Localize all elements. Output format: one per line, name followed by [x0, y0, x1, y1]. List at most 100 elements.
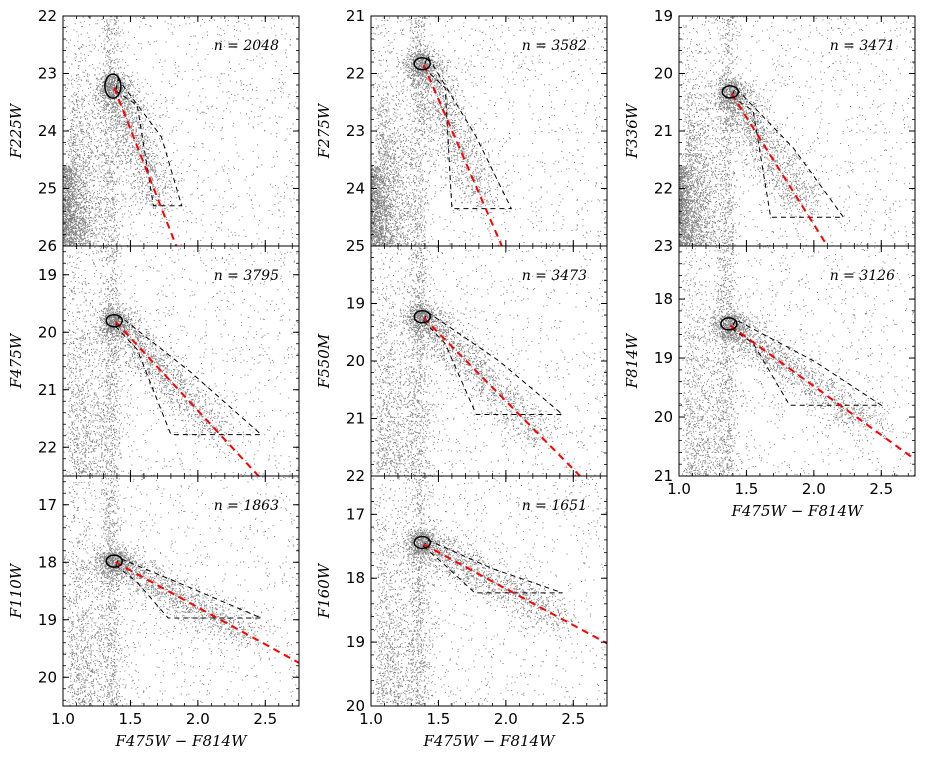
- y-tick-label: 23: [38, 65, 57, 83]
- x-tick-label: 2.0: [494, 710, 518, 728]
- red-clump-ellipse: [721, 85, 739, 99]
- y-tick-label: 22: [346, 65, 365, 83]
- axes-frame: [62, 475, 300, 707]
- y-axis-label: F160W: [315, 562, 333, 619]
- panel-f550m: 19 20 21 22 F550M n = 3473: [315, 245, 608, 485]
- red-clump-ellipse: [413, 56, 431, 71]
- x-tick-label: 1.0: [359, 710, 383, 728]
- plot-area: [63, 16, 299, 246]
- y-tick-label: 20: [654, 408, 673, 426]
- y-tick-label: 24: [346, 180, 365, 198]
- y-tick-label: 19: [654, 349, 673, 367]
- star-points: [371, 476, 607, 706]
- count-label: n = 3582: [522, 38, 587, 54]
- x-tick-label: 2.5: [869, 480, 893, 498]
- y-tick-label: 22: [38, 438, 57, 456]
- plot-area: [63, 476, 299, 706]
- panel-f475w: 19 20 21 22 F475W n = 3795: [7, 245, 300, 477]
- y-tick-label: 20: [346, 352, 365, 370]
- y-tick-label: 23: [346, 122, 365, 140]
- panel-f275w: 21 22 23 24 25 F275W n = 3582: [315, 7, 608, 255]
- axes-frame: [678, 245, 916, 477]
- y-tick-label: 26: [38, 237, 57, 255]
- y-axis-label: F275W: [315, 102, 333, 159]
- panel-f225w: 22 23 24 25 26 F225W n = 2048: [7, 7, 300, 255]
- fit-line: [422, 317, 581, 476]
- x-tick-label: 1.5: [118, 710, 142, 728]
- count-label: n = 3471: [830, 38, 895, 54]
- selection-box: [115, 78, 183, 207]
- x-tick-label: 1.0: [667, 480, 691, 498]
- y-tick-label: 19: [346, 633, 365, 651]
- y-tick-label: 21: [654, 467, 673, 485]
- y-tick-label: 18: [346, 569, 365, 587]
- y-tick-label: 20: [346, 697, 365, 715]
- y-axis-label: F550M: [315, 333, 333, 389]
- y-tick-label: 24: [38, 122, 57, 140]
- panel-f110w: 17 18 19 20 1.0 1.5 2.0 2.5 F110W F475W − F814W n …: [7, 475, 300, 750]
- x-tick-label: 1.5: [734, 480, 758, 498]
- plot-area: [371, 16, 607, 246]
- y-tick-label: 18: [38, 553, 57, 571]
- red-clump-ellipse: [720, 317, 738, 331]
- panel-f160w: 17 18 19 201.0 1.5 2.0 2.5 F160W F475W − F814W n …: [315, 475, 608, 750]
- y-tick-label: 22: [654, 180, 673, 198]
- y-tick-label: 20: [38, 668, 57, 686]
- y-tick-label: 20: [38, 323, 57, 341]
- y-tick-label: 21: [38, 381, 57, 399]
- selection-box: [730, 319, 883, 406]
- red-clump-ellipse: [105, 554, 123, 568]
- fit-line: [114, 321, 260, 476]
- y-axis-label: F475W: [7, 332, 25, 389]
- plot-area: [679, 16, 915, 246]
- y-tick-label: 22: [38, 7, 57, 25]
- x-axis-label: F475W − F814W: [422, 732, 556, 750]
- selection-box: [423, 311, 564, 415]
- selection-box: [114, 557, 262, 619]
- panel-f814w: 18 19 20 211.0 1.5 2.0 2.5 F814W F475W − F814W n …: [623, 245, 916, 520]
- selection-box: [422, 539, 563, 594]
- y-tick-label: 17: [38, 496, 57, 514]
- star-points: [63, 476, 299, 706]
- y-tick-label: 19: [38, 611, 57, 629]
- y-tick-label: 19: [346, 295, 365, 313]
- count-label: n = 1863: [214, 498, 279, 514]
- fit-line: [729, 324, 915, 461]
- y-axis-label: F110W: [7, 562, 25, 619]
- y-tick-label: 21: [346, 7, 365, 25]
- star-points: [371, 16, 607, 246]
- panel-f336w: 19 20 21 22 23 F336W n = 3471: [623, 7, 916, 255]
- fit-line: [115, 561, 299, 664]
- selection-box: [423, 55, 513, 210]
- y-tick-label: 23: [654, 237, 673, 255]
- count-label: n = 1651: [522, 498, 587, 514]
- y-axis-label: F225W: [7, 102, 25, 159]
- plot-area: [679, 246, 915, 476]
- y-tick-label: 20: [654, 65, 673, 83]
- star-points: [679, 246, 915, 476]
- fit-line: [422, 64, 503, 246]
- y-tick-label: 21: [654, 122, 673, 140]
- y-tick-label: 17: [346, 505, 365, 523]
- y-tick-label: 22: [346, 467, 365, 485]
- red-clump-ellipse: [413, 535, 431, 550]
- x-tick-label: 1.0: [51, 710, 75, 728]
- x-tick-label: 2.5: [561, 710, 585, 728]
- plot-area: [371, 246, 607, 476]
- y-axis-label: F336W: [623, 102, 641, 159]
- plot-area: [371, 476, 607, 706]
- count-label: n = 3795: [214, 268, 279, 284]
- y-tick-label: 19: [654, 7, 673, 25]
- fit-line: [113, 87, 178, 246]
- count-label: n = 3473: [522, 268, 587, 284]
- plot-area: [63, 246, 299, 476]
- selection-box: [730, 87, 845, 218]
- x-tick-label: 1.5: [426, 710, 450, 728]
- x-tick-label: 2.0: [186, 710, 210, 728]
- y-axis-label: F814W: [623, 332, 641, 389]
- y-tick-label: 25: [38, 180, 57, 198]
- red-clump-ellipse: [105, 314, 123, 328]
- y-tick-label: 18: [654, 290, 673, 308]
- x-axis-label: F475W − F814W: [730, 502, 864, 520]
